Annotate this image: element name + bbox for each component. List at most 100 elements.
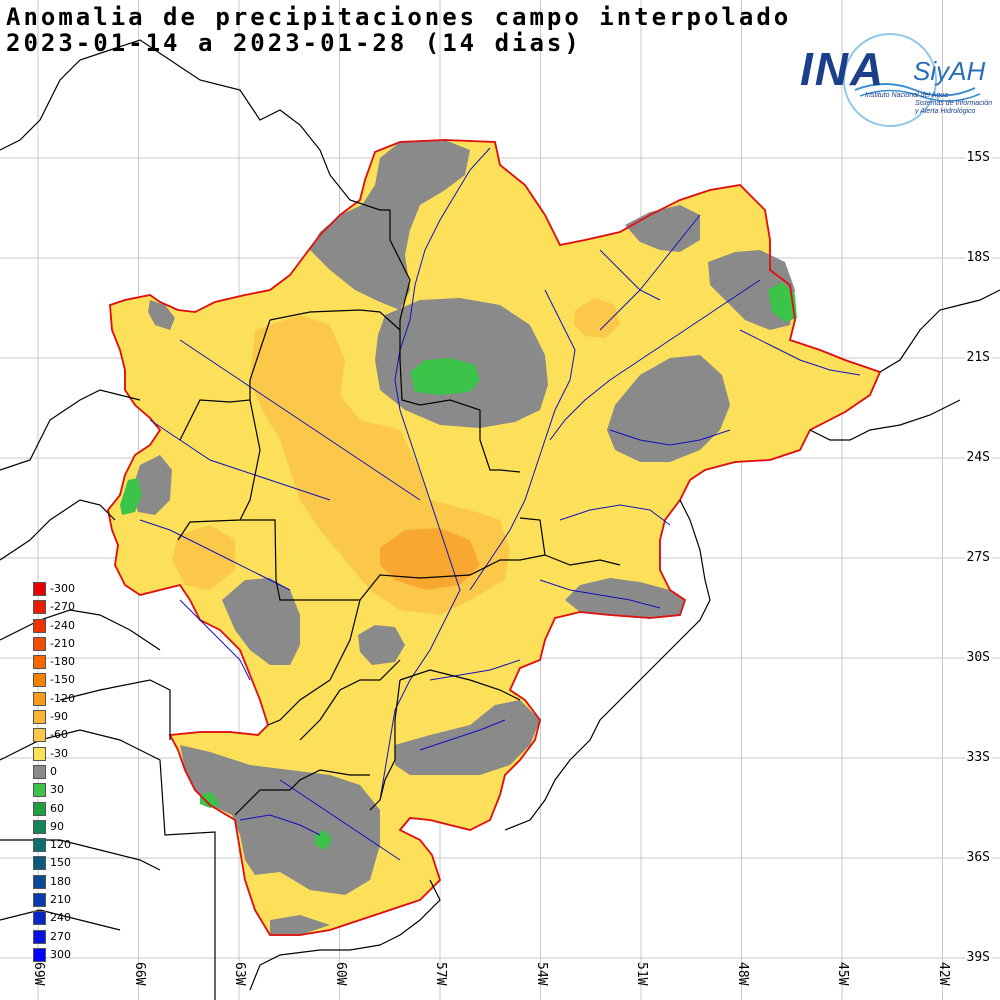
legend-label: -60 <box>50 728 68 742</box>
legend-swatch <box>33 893 46 908</box>
latitude-label: 21S <box>964 350 992 365</box>
longitude-label: 57W <box>433 962 448 986</box>
anomaly-zone-zero <box>222 578 300 665</box>
legend-item: 150 <box>33 854 93 872</box>
legend-label: -90 <box>50 710 68 724</box>
legend-item: -300 <box>33 580 93 598</box>
legend-swatch <box>33 764 46 779</box>
anomaly-zone-zero <box>180 745 380 895</box>
basin-outline <box>107 139 882 936</box>
legend-swatch <box>33 947 46 962</box>
political-borders <box>0 39 1000 1000</box>
legend-item: 210 <box>33 891 93 909</box>
latitude-label: 15S <box>964 150 992 165</box>
logo-subtitle-3: y Alerta Hidrológico <box>915 108 976 115</box>
longitude-label: 66W <box>131 962 147 986</box>
latitude-label: 33S <box>964 750 992 765</box>
legend-item: -210 <box>33 635 93 653</box>
longitude-label: 48W <box>734 962 750 986</box>
latitude-label: 39S <box>964 950 992 965</box>
legend-item: 120 <box>33 836 93 854</box>
latitude-label: 18S <box>964 250 992 265</box>
color-legend: -300 -270 -240 -210 -180 -150 -120 -90 -60 -30 0 30… <box>33 580 93 964</box>
longitude-label: 51W <box>634 962 649 986</box>
map-title: Anomalia de precipitaciones campo interp… <box>6 3 792 31</box>
legend-item: -180 <box>33 653 93 671</box>
legend-item: -120 <box>33 690 93 708</box>
legend-swatch <box>33 655 46 670</box>
legend-item: 270 <box>33 928 93 946</box>
legend-swatch <box>33 673 46 688</box>
legend-item: -30 <box>33 745 93 763</box>
legend-item: -240 <box>33 617 93 635</box>
legend-label: -300 <box>50 582 75 595</box>
longitude-label: 60W <box>332 962 348 986</box>
legend-item: 0 <box>33 763 93 781</box>
legend-swatch <box>33 746 46 761</box>
legend-swatch <box>33 911 46 926</box>
anomaly-zone-zero <box>607 355 730 462</box>
latitude-label: 24S <box>964 450 992 465</box>
anomaly-zone-zero <box>395 700 540 775</box>
date-range-subtitle: 2023-01-14 a 2023-01-28 (14 dias) <box>6 29 582 57</box>
legend-label: 180 <box>50 874 71 888</box>
legend-swatch <box>33 600 46 615</box>
anomaly-zone-plus30 <box>120 478 142 515</box>
legend-label: -210 <box>50 636 75 650</box>
logo-subtitle-1: Instituto Nacional del Agua <box>865 92 949 99</box>
legend-label: -120 <box>50 691 75 705</box>
river-network <box>139 147 861 861</box>
anomaly-zone-plus30 <box>200 792 220 808</box>
logo-ina-text: INA <box>800 43 886 95</box>
legend-label: 150 <box>50 856 71 870</box>
legend-label: 60 <box>50 801 64 815</box>
legend-swatch <box>33 929 46 944</box>
legend-swatch <box>33 710 46 725</box>
longitude-label: 63W <box>232 962 247 986</box>
latitude-label: 30S <box>964 650 992 665</box>
latitude-label: 36S <box>964 850 992 865</box>
anomaly-zone-zero <box>625 205 700 252</box>
legend-swatch <box>33 783 46 798</box>
legend-label: 210 <box>50 893 71 907</box>
legend-item: 30 <box>33 781 93 799</box>
legend-label: -270 <box>50 600 75 614</box>
longitude-label: 42W <box>935 962 951 986</box>
latitude-label: 27S <box>964 550 992 565</box>
legend-item: 60 <box>33 800 93 818</box>
legend-swatch <box>33 819 46 834</box>
anomaly-zone-zero <box>270 915 330 935</box>
legend-item: 300 <box>33 946 93 964</box>
legend-label: -30 <box>50 746 68 760</box>
anomaly-zone-zero <box>148 300 175 330</box>
legend-item: -150 <box>33 671 93 689</box>
legend-swatch <box>33 838 46 853</box>
anomaly-zone-minus60 <box>172 525 235 590</box>
legend-label: -180 <box>50 655 75 669</box>
legend-swatch <box>33 801 46 816</box>
legend-item: 90 <box>33 818 93 836</box>
longitude-label: 54W <box>533 962 549 986</box>
legend-swatch <box>33 691 46 706</box>
anomaly-zone-zero <box>132 455 172 515</box>
legend-swatch <box>33 874 46 889</box>
legend-label: 240 <box>50 911 71 925</box>
legend-swatch <box>33 582 46 596</box>
anomaly-zone-zero <box>358 625 405 665</box>
legend-label: -150 <box>50 673 75 687</box>
legend-label: 90 <box>50 819 64 833</box>
legend-label: 120 <box>50 838 71 852</box>
longitude-label: 69W <box>31 962 46 986</box>
legend-swatch <box>33 728 46 743</box>
ina-siyah-logo: INA SiyAH Instituto Nacional del Agua Si… <box>795 30 995 130</box>
logo-siyah-text: SiyAH <box>913 56 986 86</box>
legend-swatch <box>33 618 46 633</box>
legend-item: -270 <box>33 598 93 616</box>
legend-item: -60 <box>33 726 93 744</box>
legend-label: 0 <box>50 764 57 778</box>
logo-subtitle-2: Sistemas de Información <box>915 100 993 107</box>
longitude-label: 45W <box>835 962 850 986</box>
legend-label: -240 <box>50 618 75 632</box>
